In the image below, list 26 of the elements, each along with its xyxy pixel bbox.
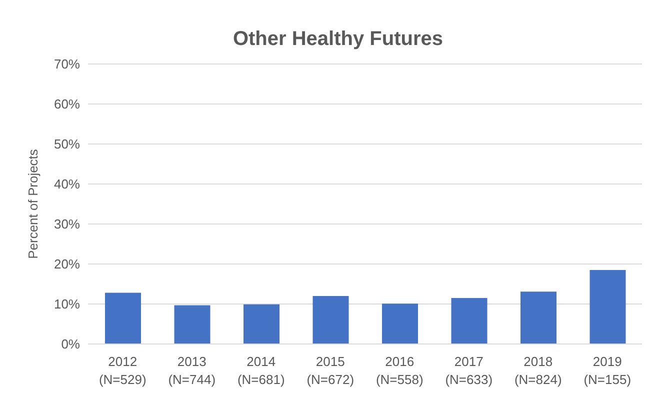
chart-title: Other Healthy Futures	[232, 28, 444, 51]
x-tick-label: 2015 (N=672)	[306, 354, 354, 387]
y-tick-label: 30%	[54, 216, 80, 232]
y-tick-label: 60%	[54, 96, 80, 112]
bar	[244, 304, 280, 344]
x-tick-label: 2018 (N=824)	[514, 354, 562, 387]
bar	[312, 296, 349, 344]
bar	[105, 292, 141, 344]
bar	[451, 298, 488, 344]
bar	[520, 292, 556, 344]
x-tick-label: 2012 (N=529)	[98, 354, 146, 387]
x-tick-label: 2017 (N=633)	[445, 354, 493, 387]
bar	[174, 305, 210, 344]
x-tick-label: 2014 (N=681)	[237, 354, 285, 387]
y-tick-label: 50%	[54, 136, 80, 152]
y-tick-label: 0%	[61, 336, 80, 352]
x-tick-label: 2019 (N=155)	[584, 354, 632, 387]
x-tick-label: 2016 (N=558)	[376, 354, 424, 387]
x-tick-label: 2013 (N=744)	[168, 354, 216, 387]
y-tick-label: 40%	[54, 176, 80, 192]
y-tick-label: 20%	[54, 256, 80, 272]
y-axis-title: Percent of Projects	[26, 148, 41, 259]
y-tick-label: 10%	[54, 296, 80, 312]
bar	[382, 304, 418, 344]
bar	[590, 270, 626, 344]
y-tick-label: 70%	[54, 56, 80, 72]
